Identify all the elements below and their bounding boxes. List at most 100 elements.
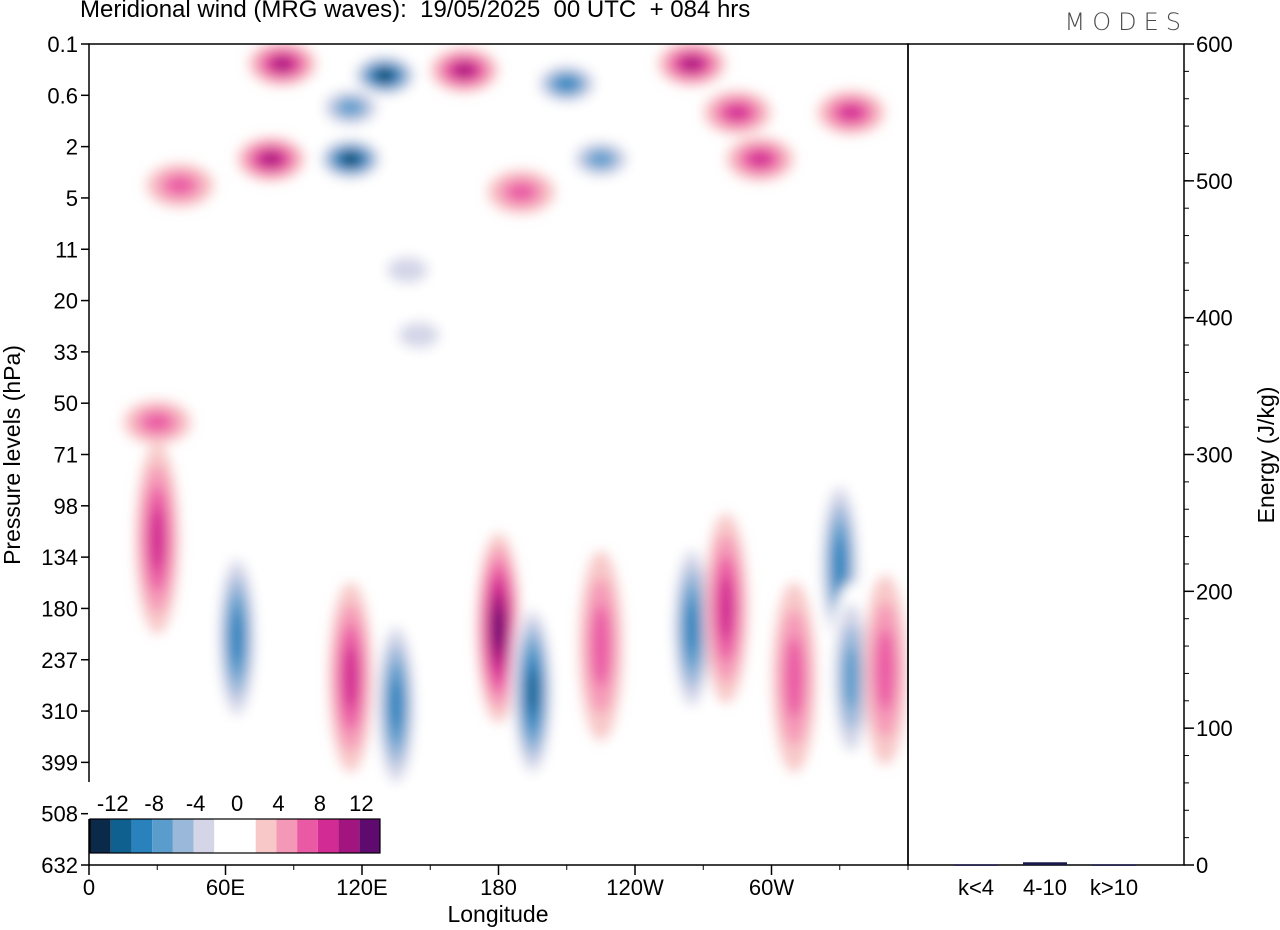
wind-anomaly-cell [398, 321, 440, 349]
energy-y-axis: 0 100 200 300 400 500 600 [1184, 32, 1233, 878]
y-tick-label: 134 [41, 545, 78, 570]
x-tick-label: 60W [749, 875, 794, 900]
colorbar-label: 0 [231, 791, 243, 816]
y-tick-label: 237 [41, 648, 78, 673]
hovmoller-contours [89, 44, 908, 865]
y-tick-label: 399 [41, 750, 78, 775]
wind-anomaly-cell [527, 669, 538, 714]
wind-anomaly-cell [343, 154, 358, 164]
energy-bar [1023, 862, 1067, 865]
wind-anomaly-cell [591, 605, 611, 687]
colorbar-swatch [152, 819, 173, 853]
y-tick-label: 180 [41, 596, 78, 621]
wind-anomaly-cell [718, 576, 734, 641]
colorbar-swatch [193, 819, 215, 853]
colorbar-swatch [235, 819, 256, 853]
colorbar-label: 12 [349, 791, 373, 816]
wind-anomaly-cell [726, 105, 749, 120]
y-tick-label: 508 [41, 802, 78, 827]
y-axis: 0.1 0.6 2 5 11 20 33 50 71 98 134 180 237 310 399 508 63… [41, 32, 89, 878]
energy-bars [954, 862, 1136, 866]
y-axis-title: Pressure levels (hPa) [0, 345, 25, 565]
y-tick-label: 71 [54, 443, 78, 468]
energy-x-axis: k<4 4-10 k>10 [958, 875, 1138, 900]
y-tick-label: 0.6 [47, 83, 78, 108]
energy-tick-label: 600 [1196, 32, 1233, 57]
energy-tick-label: 400 [1196, 306, 1233, 331]
wind-anomaly-cell [493, 606, 504, 651]
energy-tick-label: 100 [1196, 716, 1233, 741]
colorbar-swatch [317, 819, 339, 853]
wind-anomaly-cell [557, 77, 577, 90]
wind-anomaly-cell [387, 256, 428, 284]
wind-anomaly-cell [685, 602, 698, 654]
colorbar-label: 4 [272, 791, 284, 816]
colorbar-swatch [338, 819, 360, 853]
energy-tick-label: 200 [1196, 579, 1233, 604]
energy-tick-label: 0 [1196, 853, 1208, 878]
y-tick-label: 20 [54, 289, 78, 314]
y-tick-label: 2 [66, 135, 78, 160]
energy-category-label: 4-10 [1023, 875, 1067, 900]
y-tick-label: 5 [66, 186, 78, 211]
wind-anomaly-cell [682, 57, 702, 70]
colorbar-swatch [90, 819, 111, 853]
wind-anomaly-cell [343, 645, 358, 710]
y-tick-label: 11 [55, 237, 78, 262]
wind-anomaly-cell [273, 57, 292, 70]
wind-anomaly-cell [149, 507, 165, 571]
wind-anomaly-cell [833, 538, 846, 591]
wind-anomaly-cell [748, 151, 772, 167]
energy-bar [1092, 864, 1136, 866]
colorbar-legend: -12 -8 -4 0 4 8 12 [88, 782, 382, 854]
energy-panel-frame [907, 43, 1185, 866]
colorbar-swatch [214, 819, 235, 853]
wind-anomaly-cell [377, 71, 392, 80]
energy-bar [954, 864, 998, 866]
wind-anomaly-cell [142, 412, 172, 432]
wind-anomaly-cell [784, 636, 804, 719]
wind-anomaly-cell [506, 182, 536, 202]
y-tick-label: 632 [41, 853, 78, 878]
y-tick-label: 98 [54, 494, 78, 519]
colorbar-label: 8 [314, 791, 326, 816]
colorbar-swatch [172, 819, 194, 853]
y-tick-label: 310 [41, 699, 78, 724]
wind-anomaly-cell [875, 629, 895, 711]
colorbar-label: -12 [97, 791, 129, 816]
energy-axis-title: Energy (J/kg) [1253, 387, 1279, 524]
colorbar-swatch [276, 819, 298, 853]
x-tick-label: 0 [83, 875, 95, 900]
wind-anomaly-cell [261, 153, 281, 166]
x-tick-label: 120E [336, 875, 387, 900]
y-tick-label: 0.1 [47, 32, 78, 57]
wind-anomaly-cell [390, 678, 403, 731]
y-tick-label: 50 [54, 391, 78, 416]
modes-logo: MODES [1064, 8, 1188, 36]
energy-category-label: k>10 [1090, 875, 1138, 900]
colorbar-swatch [255, 819, 277, 853]
colorbar-swatch [297, 819, 318, 853]
colorbar-label: -4 [186, 791, 206, 816]
energy-tick-label: 500 [1196, 169, 1233, 194]
y-tick-label: 33 [54, 340, 78, 365]
energy-category-label: k<4 [958, 875, 994, 900]
wind-anomaly-cell [230, 611, 243, 664]
x-tick-label: 60E [206, 875, 245, 900]
colorbar-label: -8 [144, 791, 164, 816]
wind-anomaly-cell [455, 64, 474, 77]
wind-anomaly-cell [339, 100, 362, 115]
x-tick-label: 180 [480, 875, 517, 900]
wind-anomaly-cell [589, 151, 613, 167]
energy-tick-label: 300 [1196, 443, 1233, 468]
colorbar-swatch [131, 819, 153, 853]
x-tick-label: 120W [606, 875, 664, 900]
x-axis: 0 60E 120E 180 120W 60W [83, 865, 909, 900]
wind-anomaly-cell [839, 105, 863, 120]
colorbar-swatch [359, 819, 380, 853]
x-axis-title: Longitude [447, 901, 548, 927]
wind-anomaly-cell [843, 645, 859, 710]
colorbar-swatch [110, 819, 132, 853]
chart-title: Meridional wind (MRG waves): 19/05/2025 … [80, 0, 751, 23]
